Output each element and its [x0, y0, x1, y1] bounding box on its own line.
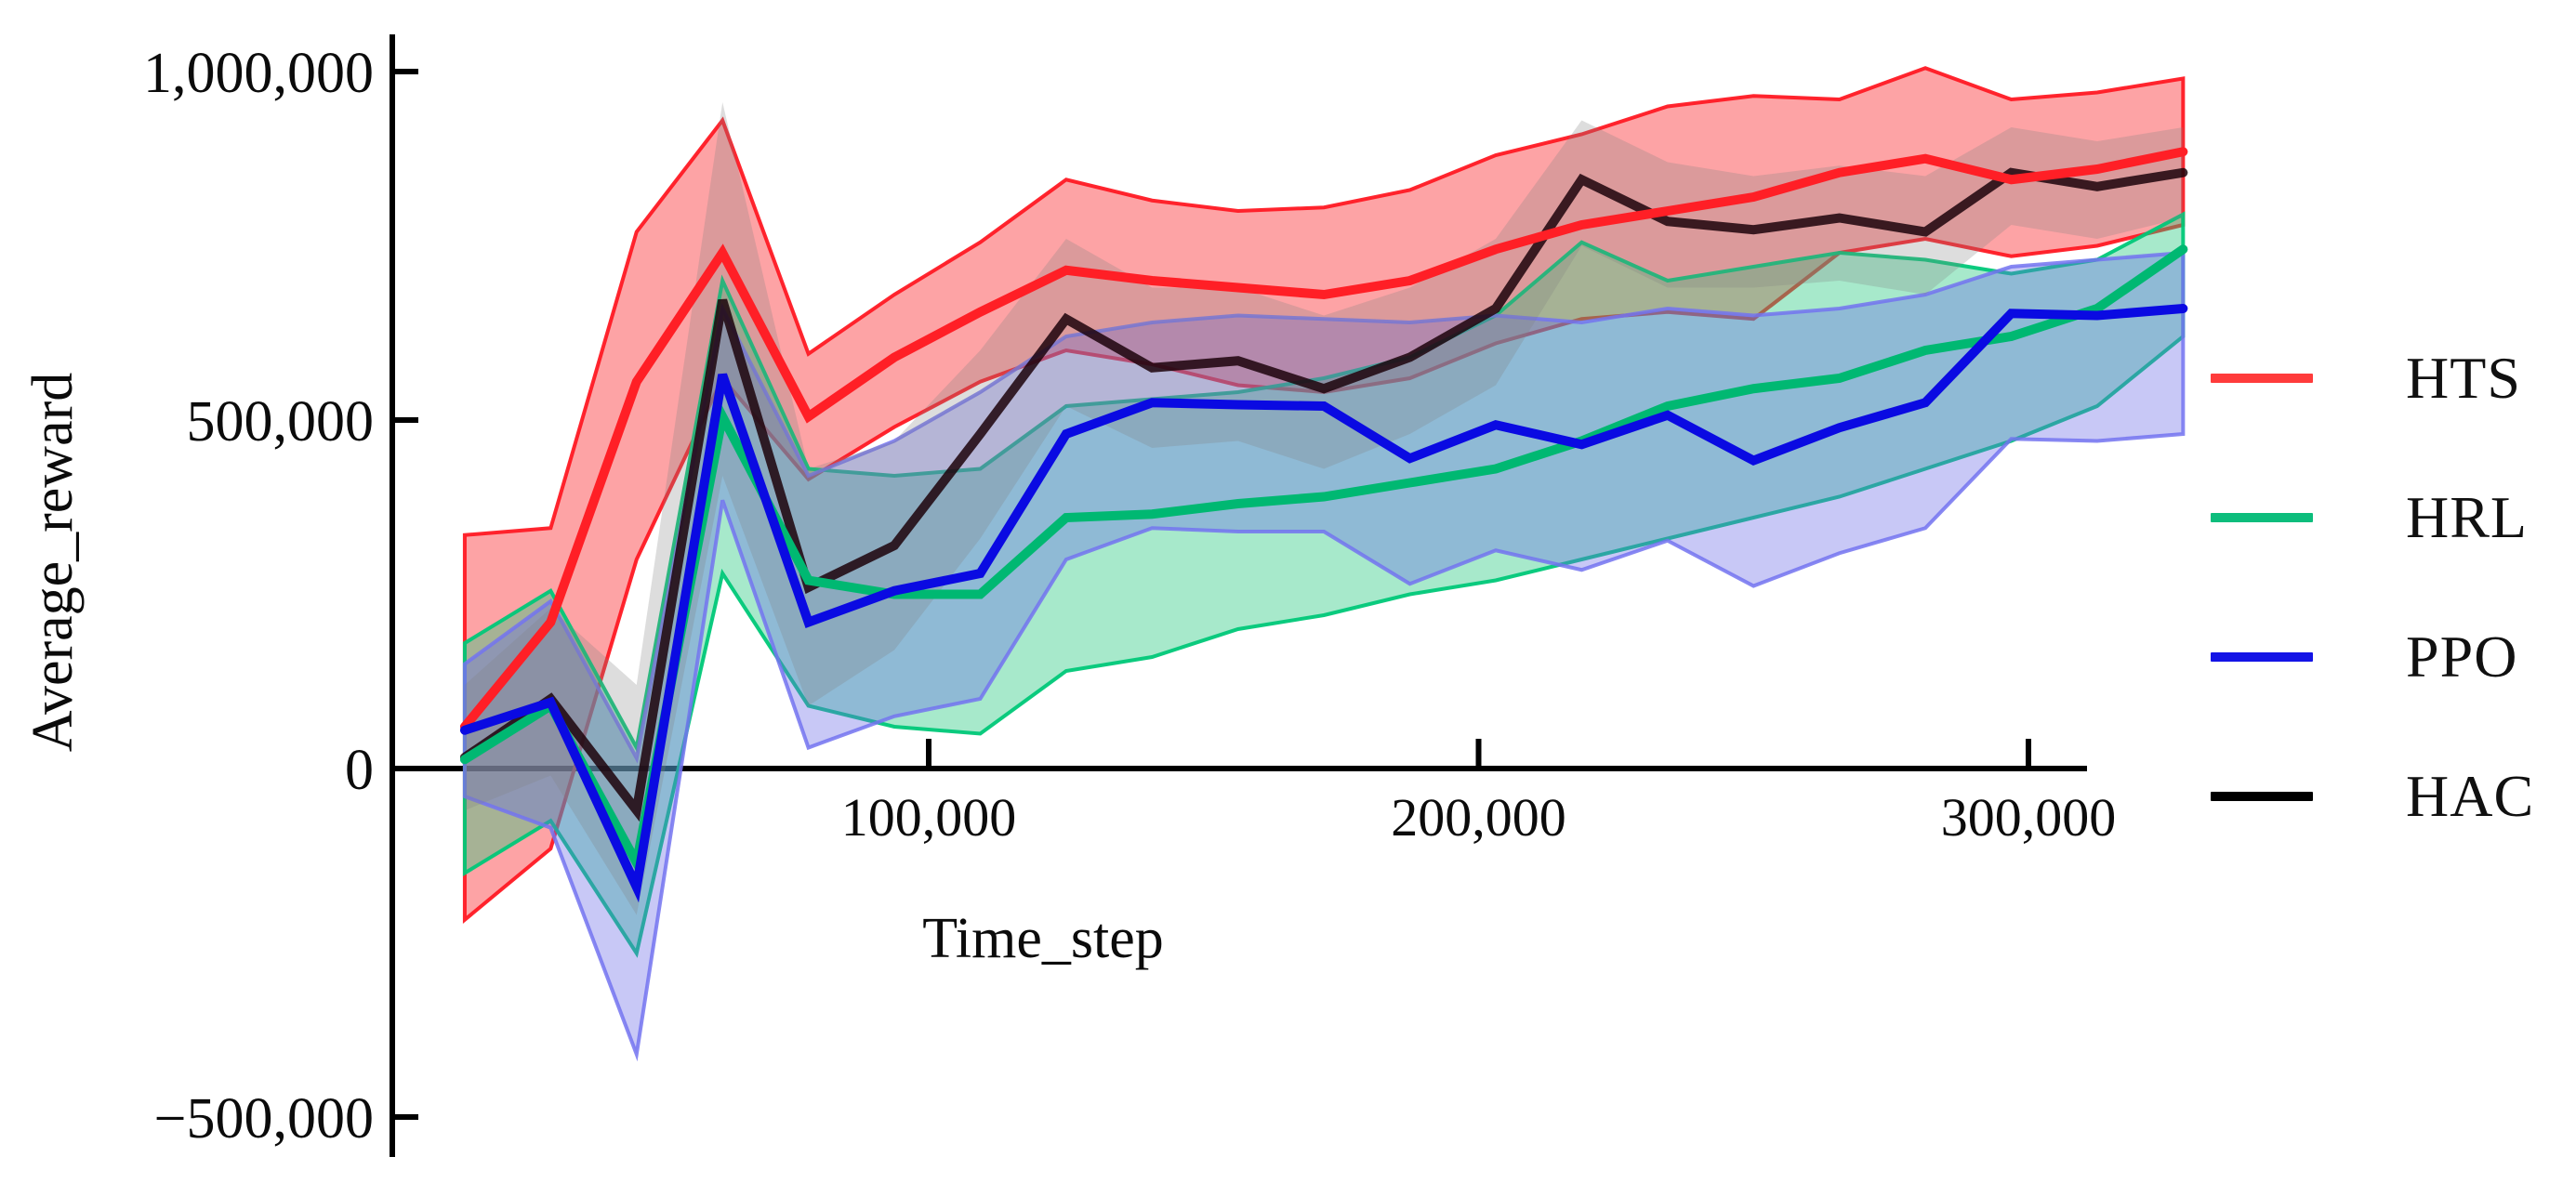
y-axis-title: Average_reward [21, 373, 85, 752]
hac-mean-line [459, 167, 2188, 822]
legend-item-hrl: HRL [2211, 467, 2534, 569]
ppo-confidence-band [462, 250, 2186, 1062]
legend-swatch-ppo [2211, 652, 2313, 662]
legend: HTS HRL PPO HAC [2211, 327, 2534, 848]
ppo-mean-line [459, 304, 2188, 903]
legend-item-ppo: PPO [2211, 606, 2534, 708]
hts-mean-line [459, 147, 2188, 731]
y-tick-label: 1,000,000 [143, 42, 374, 105]
legend-label-ppo: PPO [2406, 624, 2518, 690]
x-tick-label: 300,000 [1941, 787, 2117, 848]
y-tick-label: 0 [345, 739, 374, 802]
x-tick-label: 200,000 [1391, 787, 1566, 848]
y-tick-label: −500,000 [154, 1087, 374, 1150]
legend-swatch-hts [2211, 374, 2313, 383]
legend-swatch-hac [2211, 792, 2313, 801]
y-tick-label: 500,000 [187, 390, 375, 453]
legend-label-hrl: HRL [2406, 484, 2528, 550]
legend-item-hts: HTS [2211, 327, 2534, 429]
legend-label-hts: HTS [2406, 345, 2521, 411]
legend-swatch-hrl [2211, 513, 2313, 522]
x-tick-label: 100,000 [841, 787, 1017, 848]
legend-item-hac: HAC [2211, 745, 2534, 848]
legend-label-hac: HAC [2406, 763, 2535, 829]
x-axis-title: Time_step [922, 907, 1164, 970]
